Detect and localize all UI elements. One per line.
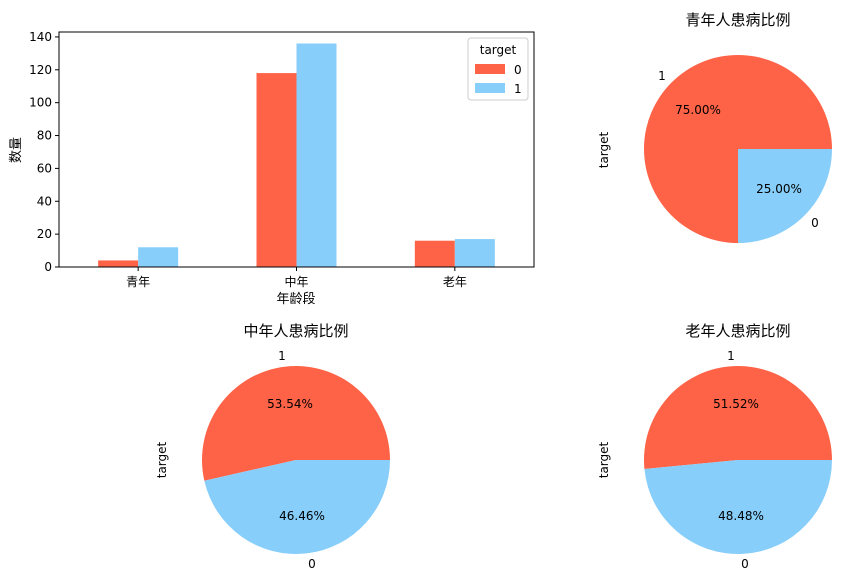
y-tick-label: 40 xyxy=(37,194,52,208)
pie-slice-1 xyxy=(201,366,390,481)
pie-chart-elderly: 老年人患病比例 target 1 0 51.52% 48.48% xyxy=(597,322,832,571)
y-tick-label: 120 xyxy=(29,63,52,77)
pie-elderly-title: 老年人患病比例 xyxy=(685,322,790,340)
pie-middle-pct-1: 53.54% xyxy=(267,397,313,411)
pie-youth-slice-label-0: 0 xyxy=(811,216,819,230)
bar-青年-series-0 xyxy=(98,260,139,267)
pie-chart-youth: 青年人患病比例 target 1 0 75.00% 25.00% xyxy=(597,11,832,243)
y-tick-label: 80 xyxy=(37,129,52,143)
pie-slice-0 xyxy=(644,460,832,555)
pie-slice-0 xyxy=(204,460,390,554)
pie-elderly-ylabel: target xyxy=(597,441,611,478)
pie-chart-middle-aged: 中年人患病比例 target 1 0 53.54% 46.46% xyxy=(155,322,390,571)
pie-middle-slice-label-1: 1 xyxy=(278,349,286,363)
bar-y-ticks: 0 20 40 60 80 100 120 140 xyxy=(29,30,59,274)
pie-middle-slices xyxy=(201,366,390,554)
y-tick-label: 100 xyxy=(29,96,52,110)
pie-elderly-slices xyxy=(644,366,832,555)
bar-y-axis-label: 数量 xyxy=(9,137,24,163)
bar-中年-series-0 xyxy=(256,73,297,267)
pie-middle-ylabel: target xyxy=(155,441,169,478)
bar-老年-series-1 xyxy=(454,239,495,267)
bar-中年-series-1 xyxy=(296,43,337,268)
pie-slice-0 xyxy=(738,149,832,243)
x-tick-label: 老年 xyxy=(443,275,467,289)
bar-chart-panel: 0 20 40 60 80 100 120 140 青年 中年 老年 年龄段 数量 target … xyxy=(9,30,535,307)
y-tick-label: 140 xyxy=(29,30,52,44)
bar-老年-series-0 xyxy=(414,240,455,267)
pie-youth-slices xyxy=(644,55,832,243)
legend-label-series-0: 0 xyxy=(514,63,522,77)
bar-legend: target 0 1 xyxy=(467,37,529,101)
x-tick-label: 中年 xyxy=(284,274,308,289)
pie-youth-ylabel: target xyxy=(597,131,611,168)
pie-youth-pct-1: 75.00% xyxy=(675,103,721,117)
legend-label-series-1: 1 xyxy=(514,82,522,96)
y-tick-label: 60 xyxy=(37,161,52,175)
bar-marks xyxy=(98,43,495,268)
legend-swatch-series-1 xyxy=(475,83,505,93)
pie-youth-slice-label-1: 1 xyxy=(658,69,666,83)
pie-elderly-slice-label-1: 1 xyxy=(727,349,735,363)
pie-youth-title: 青年人患病比例 xyxy=(685,11,790,29)
x-tick-label: 青年 xyxy=(126,275,150,289)
y-tick-label: 0 xyxy=(44,260,52,274)
y-tick-label: 20 xyxy=(37,227,52,241)
bar-x-ticks: 青年 中年 老年 xyxy=(126,267,467,289)
bar-x-axis-label: 年龄段 xyxy=(276,292,315,307)
legend-swatch-series-0 xyxy=(475,64,505,74)
pie-slice-1 xyxy=(644,366,832,469)
pie-middle-title: 中年人患病比例 xyxy=(243,322,348,340)
pie-middle-slice-label-0: 0 xyxy=(308,557,316,571)
pie-elderly-pct-1: 51.52% xyxy=(713,397,759,411)
legend-title: target xyxy=(480,43,517,57)
bar-青年-series-1 xyxy=(138,247,179,267)
pie-middle-pct-0: 46.46% xyxy=(279,509,325,523)
pie-elderly-pct-0: 48.48% xyxy=(718,509,764,523)
pie-elderly-slice-label-0: 0 xyxy=(741,557,749,571)
pie-youth-pct-0: 25.00% xyxy=(756,182,802,196)
